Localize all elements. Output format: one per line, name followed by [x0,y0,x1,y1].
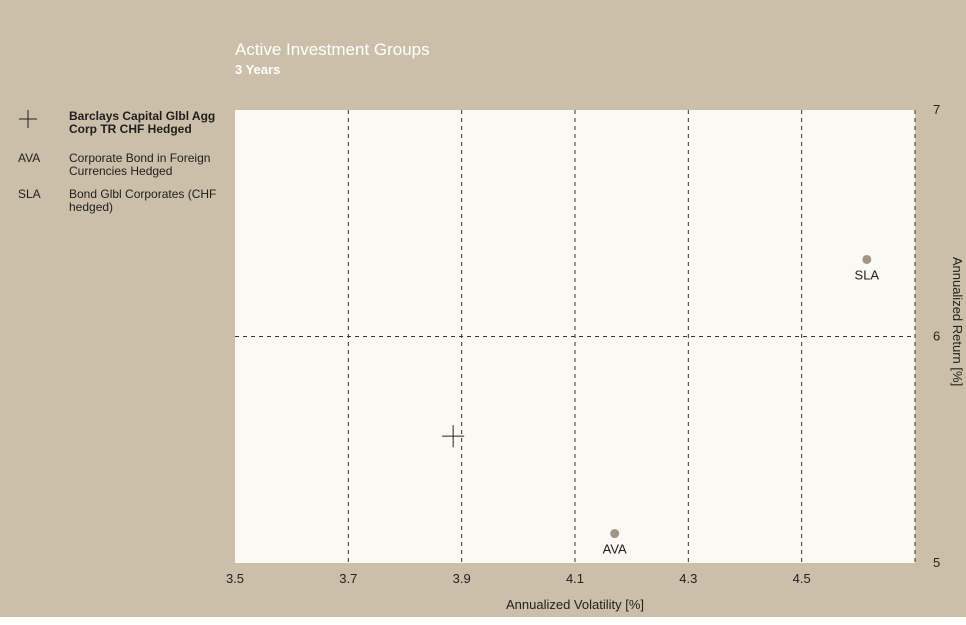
legend-label-ava: Corporate Bond in Foreign Currencies Hed… [69,151,211,178]
y-tick-label: 6 [933,329,940,344]
y-tick-label: 5 [933,555,940,570]
data-point [862,254,872,264]
legend-symbol-sla: SLA [18,187,41,201]
data-point-label: AVA [603,542,627,557]
legend-label-benchmark: Barclays Capital Glbl Agg Corp TR CHF He… [69,109,216,136]
x-axis-title: Annualized Volatility [%] [506,597,644,612]
x-tick-label: 3.7 [339,571,357,586]
legend-item-ava: AVA Corporate Bond in Foreign Currencies… [18,152,230,182]
legend-item-sla: SLA Bond Glbl Corporates (CHF hedged) [18,188,230,218]
y-axis-title: Annualized Return [%] [950,257,965,386]
chart-title: Active Investment Groups [235,40,430,59]
y-tick-label: 7 [933,102,940,117]
x-tick-label: 4.3 [679,571,697,586]
x-tick-label: 3.5 [226,571,244,586]
legend-item-benchmark: Barclays Capital Glbl Agg Corp TR CHF He… [18,110,230,140]
legend: Barclays Capital Glbl Agg Corp TR CHF He… [18,110,230,232]
chart-subtitle: 3 Years [235,62,281,77]
legend-label-sla: Bond Glbl Corporates (CHF hedged) [69,187,217,214]
data-point-label: SLA [855,267,880,282]
x-tick-label: 4.1 [566,571,584,586]
x-tick-label: 3.9 [453,571,471,586]
x-tick-label: 4.5 [793,571,811,586]
data-point [610,529,620,539]
legend-symbol-ava: AVA [18,151,41,165]
plus-icon [18,110,58,133]
